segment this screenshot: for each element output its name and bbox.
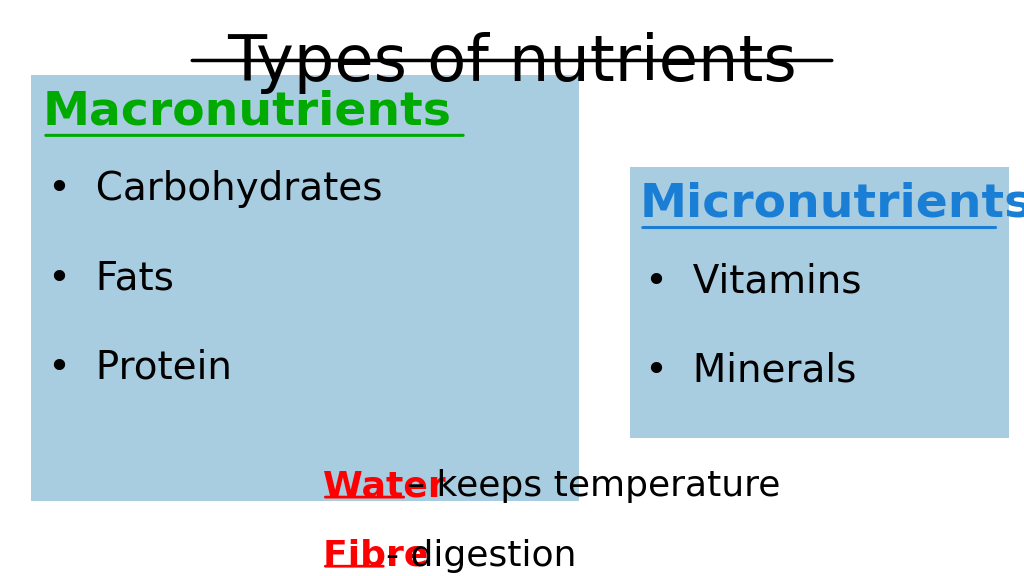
Text: Macronutrients: Macronutrients <box>43 89 452 134</box>
Text: •  Fats: • Fats <box>48 259 174 297</box>
Text: Micronutrients: Micronutrients <box>640 181 1024 226</box>
Text: Water: Water <box>323 469 458 503</box>
FancyBboxPatch shape <box>31 75 579 501</box>
Text: •  Vitamins: • Vitamins <box>645 262 861 300</box>
Text: •  Minerals: • Minerals <box>645 351 856 389</box>
Text: – keeps temperature: – keeps temperature <box>407 469 780 503</box>
Text: •  Carbohydrates: • Carbohydrates <box>48 170 383 208</box>
Text: Types of nutrients: Types of nutrients <box>227 32 797 94</box>
Text: - digestion: - digestion <box>386 539 577 573</box>
FancyBboxPatch shape <box>630 167 1009 438</box>
Text: •  Protein: • Protein <box>48 348 232 386</box>
Text: Fibre: Fibre <box>323 539 440 573</box>
